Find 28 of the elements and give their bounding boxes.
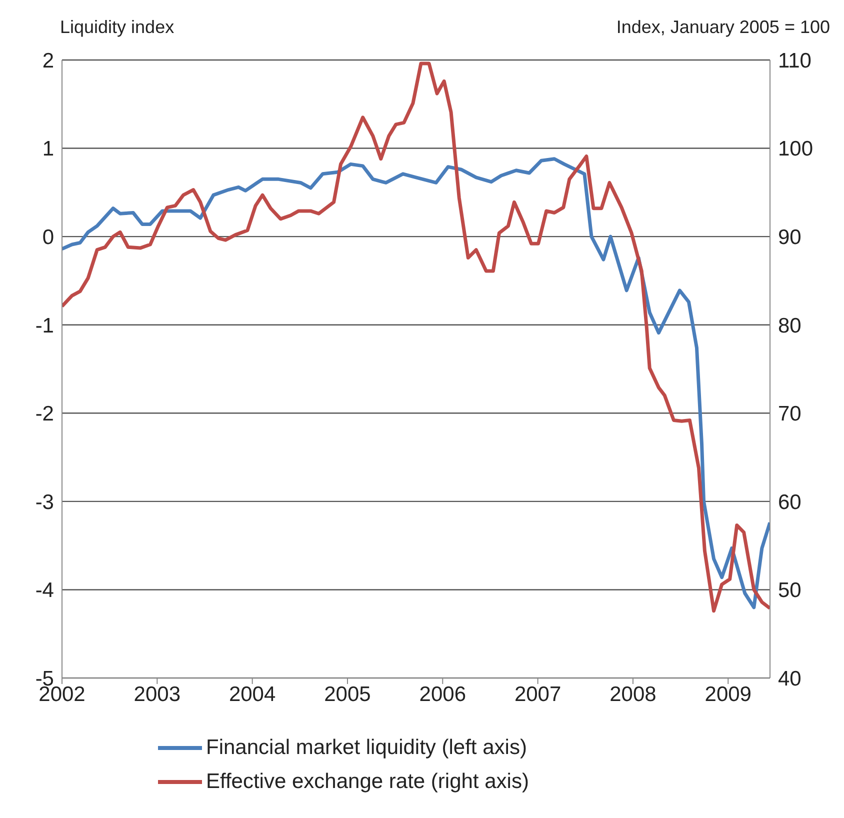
legend-label: Effective exchange rate (right axis) [206, 770, 529, 794]
y2-tick-label: 60 [778, 490, 802, 514]
y2-tick-label: 90 [778, 226, 802, 250]
y-tick-label: -2 [35, 402, 54, 426]
x-tick-label: 2009 [704, 682, 752, 706]
y-tick-label: -1 [35, 314, 54, 338]
y-tick-label: -3 [35, 490, 54, 514]
y-tick-label: -4 [35, 579, 54, 602]
x-tick-label: 2004 [228, 682, 276, 706]
y2-tick-label: 40 [778, 667, 802, 690]
x-tick-label: 2008 [610, 682, 656, 706]
x-tick-label: 2007 [514, 682, 562, 706]
y-axis-title: Liquidity index [60, 17, 174, 38]
y2-tick-label: 50 [778, 579, 802, 602]
y2-tick-label: 110 [778, 49, 812, 72]
line-series [62, 62, 770, 613]
x-tick-label: 2003 [134, 682, 181, 706]
y2-tick-label: 70 [778, 402, 802, 426]
y-tick-label: 0 [42, 226, 54, 250]
y2-tick-label: 100 [778, 138, 814, 161]
y2-tick-label: 80 [778, 314, 802, 338]
x-tick-label: 2005 [324, 682, 371, 706]
y-tick-label: 2 [42, 49, 54, 72]
x-tick-label: 2006 [419, 682, 466, 706]
line-series [62, 157, 770, 610]
legend-label: Financial market liquidity (left axis) [206, 736, 527, 760]
y2-axis-title: Index, January 2005 = 100 [616, 17, 830, 38]
y-tick-label: 1 [42, 138, 54, 161]
